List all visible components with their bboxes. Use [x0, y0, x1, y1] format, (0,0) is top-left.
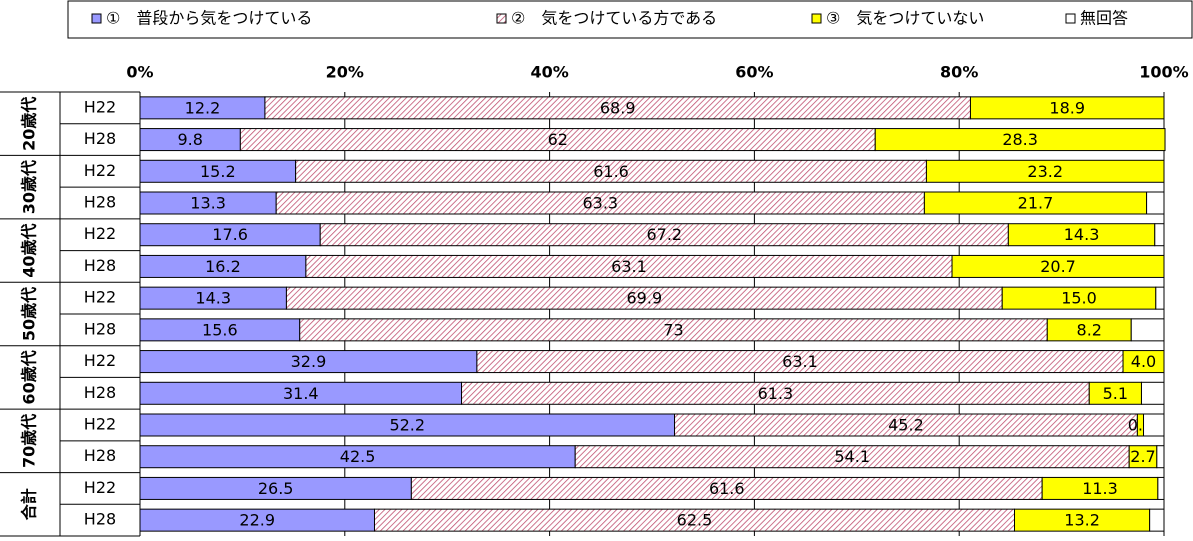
group-label: 50歳代 — [20, 287, 39, 341]
row-label: H28 — [84, 383, 116, 402]
data-label: 17.6 — [212, 225, 248, 244]
group-label: 20歳代 — [20, 97, 39, 151]
data-label: 61.6 — [709, 479, 745, 498]
data-label: 12.2 — [185, 98, 221, 117]
group-label: 40歳代 — [20, 223, 39, 277]
data-label: 13.2 — [1064, 511, 1100, 530]
data-label: 2.7 — [1130, 447, 1155, 466]
bar-segment — [1146, 191, 1165, 215]
row-label: H22 — [84, 351, 116, 370]
bar-segment — [1155, 286, 1165, 310]
bar-segment — [1143, 413, 1165, 437]
data-label: 73 — [663, 320, 683, 339]
data-label: 21.7 — [1018, 194, 1054, 213]
data-label: 14.3 — [1064, 225, 1100, 244]
bar-segment — [1154, 223, 1165, 247]
legend-label: ③ 気をつけていない — [826, 9, 984, 28]
data-label: 52.2 — [389, 416, 425, 435]
legend-label: ② 気をつけている方である — [511, 9, 717, 28]
data-label: 15.6 — [202, 320, 238, 339]
x-tick-label: 20% — [326, 63, 364, 82]
bar-segment — [1122, 350, 1165, 374]
data-label: 31.4 — [283, 384, 319, 403]
x-tick-label: 100% — [1139, 63, 1188, 82]
legend-swatch — [811, 13, 822, 24]
x-tick-label: 60% — [735, 63, 773, 82]
bar-segment — [969, 96, 1165, 120]
data-label: 63.1 — [611, 257, 647, 276]
legend-label: 無回答 — [1080, 9, 1128, 28]
data-label: 26.5 — [258, 479, 294, 498]
x-tick-label: 0% — [126, 63, 153, 82]
bar-segment — [951, 254, 1165, 278]
legend-swatch — [91, 13, 102, 24]
row-label: H22 — [84, 288, 116, 307]
data-label: 54.1 — [834, 447, 870, 466]
data-label: 63.1 — [782, 352, 818, 371]
data-label: 5.1 — [1103, 384, 1128, 403]
data-label: 61.3 — [758, 384, 794, 403]
group-label: 30歳代 — [20, 160, 39, 214]
data-label: 67.2 — [646, 225, 682, 244]
bar-segment — [1140, 381, 1165, 405]
group-label: 合計 — [20, 488, 39, 520]
data-label: 42.5 — [340, 447, 376, 466]
data-label: 22.9 — [239, 511, 275, 530]
legend-box — [67, 0, 1193, 39]
bar-segment — [925, 159, 1165, 183]
group-label: 70歳代 — [20, 414, 39, 468]
data-label: 45.2 — [888, 416, 924, 435]
x-tick-label: 40% — [530, 63, 568, 82]
row-label: H28 — [84, 510, 116, 529]
data-label: 13.3 — [190, 194, 226, 213]
data-label: 32.9 — [291, 352, 327, 371]
bar-segment — [1156, 445, 1165, 469]
data-label: 69.9 — [627, 289, 663, 308]
x-tick-label: 80% — [940, 63, 978, 82]
row-label: H28 — [84, 193, 116, 212]
row-label: H28 — [84, 256, 116, 275]
group-label: 60歳代 — [20, 350, 39, 404]
data-label: 62 — [548, 130, 568, 149]
row-label: H28 — [84, 446, 116, 465]
data-label: 8.2 — [1077, 320, 1102, 339]
data-label: 15.2 — [200, 162, 236, 181]
data-label: 20.7 — [1040, 257, 1076, 276]
data-label: 18.9 — [1049, 98, 1085, 117]
row-label: H22 — [84, 478, 116, 497]
legend-label: ① 普段から気をつけている — [106, 9, 312, 28]
data-label: 23.2 — [1027, 162, 1063, 181]
legend-swatch — [1065, 13, 1076, 24]
data-label: 28.3 — [1002, 130, 1038, 149]
data-label: 63.3 — [582, 194, 618, 213]
bar-segment — [1149, 508, 1165, 532]
bar-segment — [1157, 476, 1165, 500]
row-label: H28 — [84, 319, 116, 338]
data-label: 68.9 — [600, 98, 636, 117]
bar-segment — [1130, 318, 1165, 342]
data-label: 4.0 — [1131, 352, 1156, 371]
row-label: H22 — [84, 415, 116, 434]
data-label: 61.6 — [593, 162, 629, 181]
legend-swatch — [496, 13, 507, 24]
data-label: 15.0 — [1061, 289, 1097, 308]
data-label: 11.3 — [1082, 479, 1118, 498]
data-label: 14.3 — [195, 289, 231, 308]
data-label: 9.8 — [177, 130, 202, 149]
data-label: 16.2 — [205, 257, 241, 276]
row-label: H22 — [84, 161, 116, 180]
data-label: 62.5 — [677, 511, 713, 530]
row-label: H28 — [84, 129, 116, 148]
row-label: H22 — [84, 97, 116, 116]
row-label: H22 — [84, 224, 116, 243]
bar-segment — [874, 128, 1166, 152]
